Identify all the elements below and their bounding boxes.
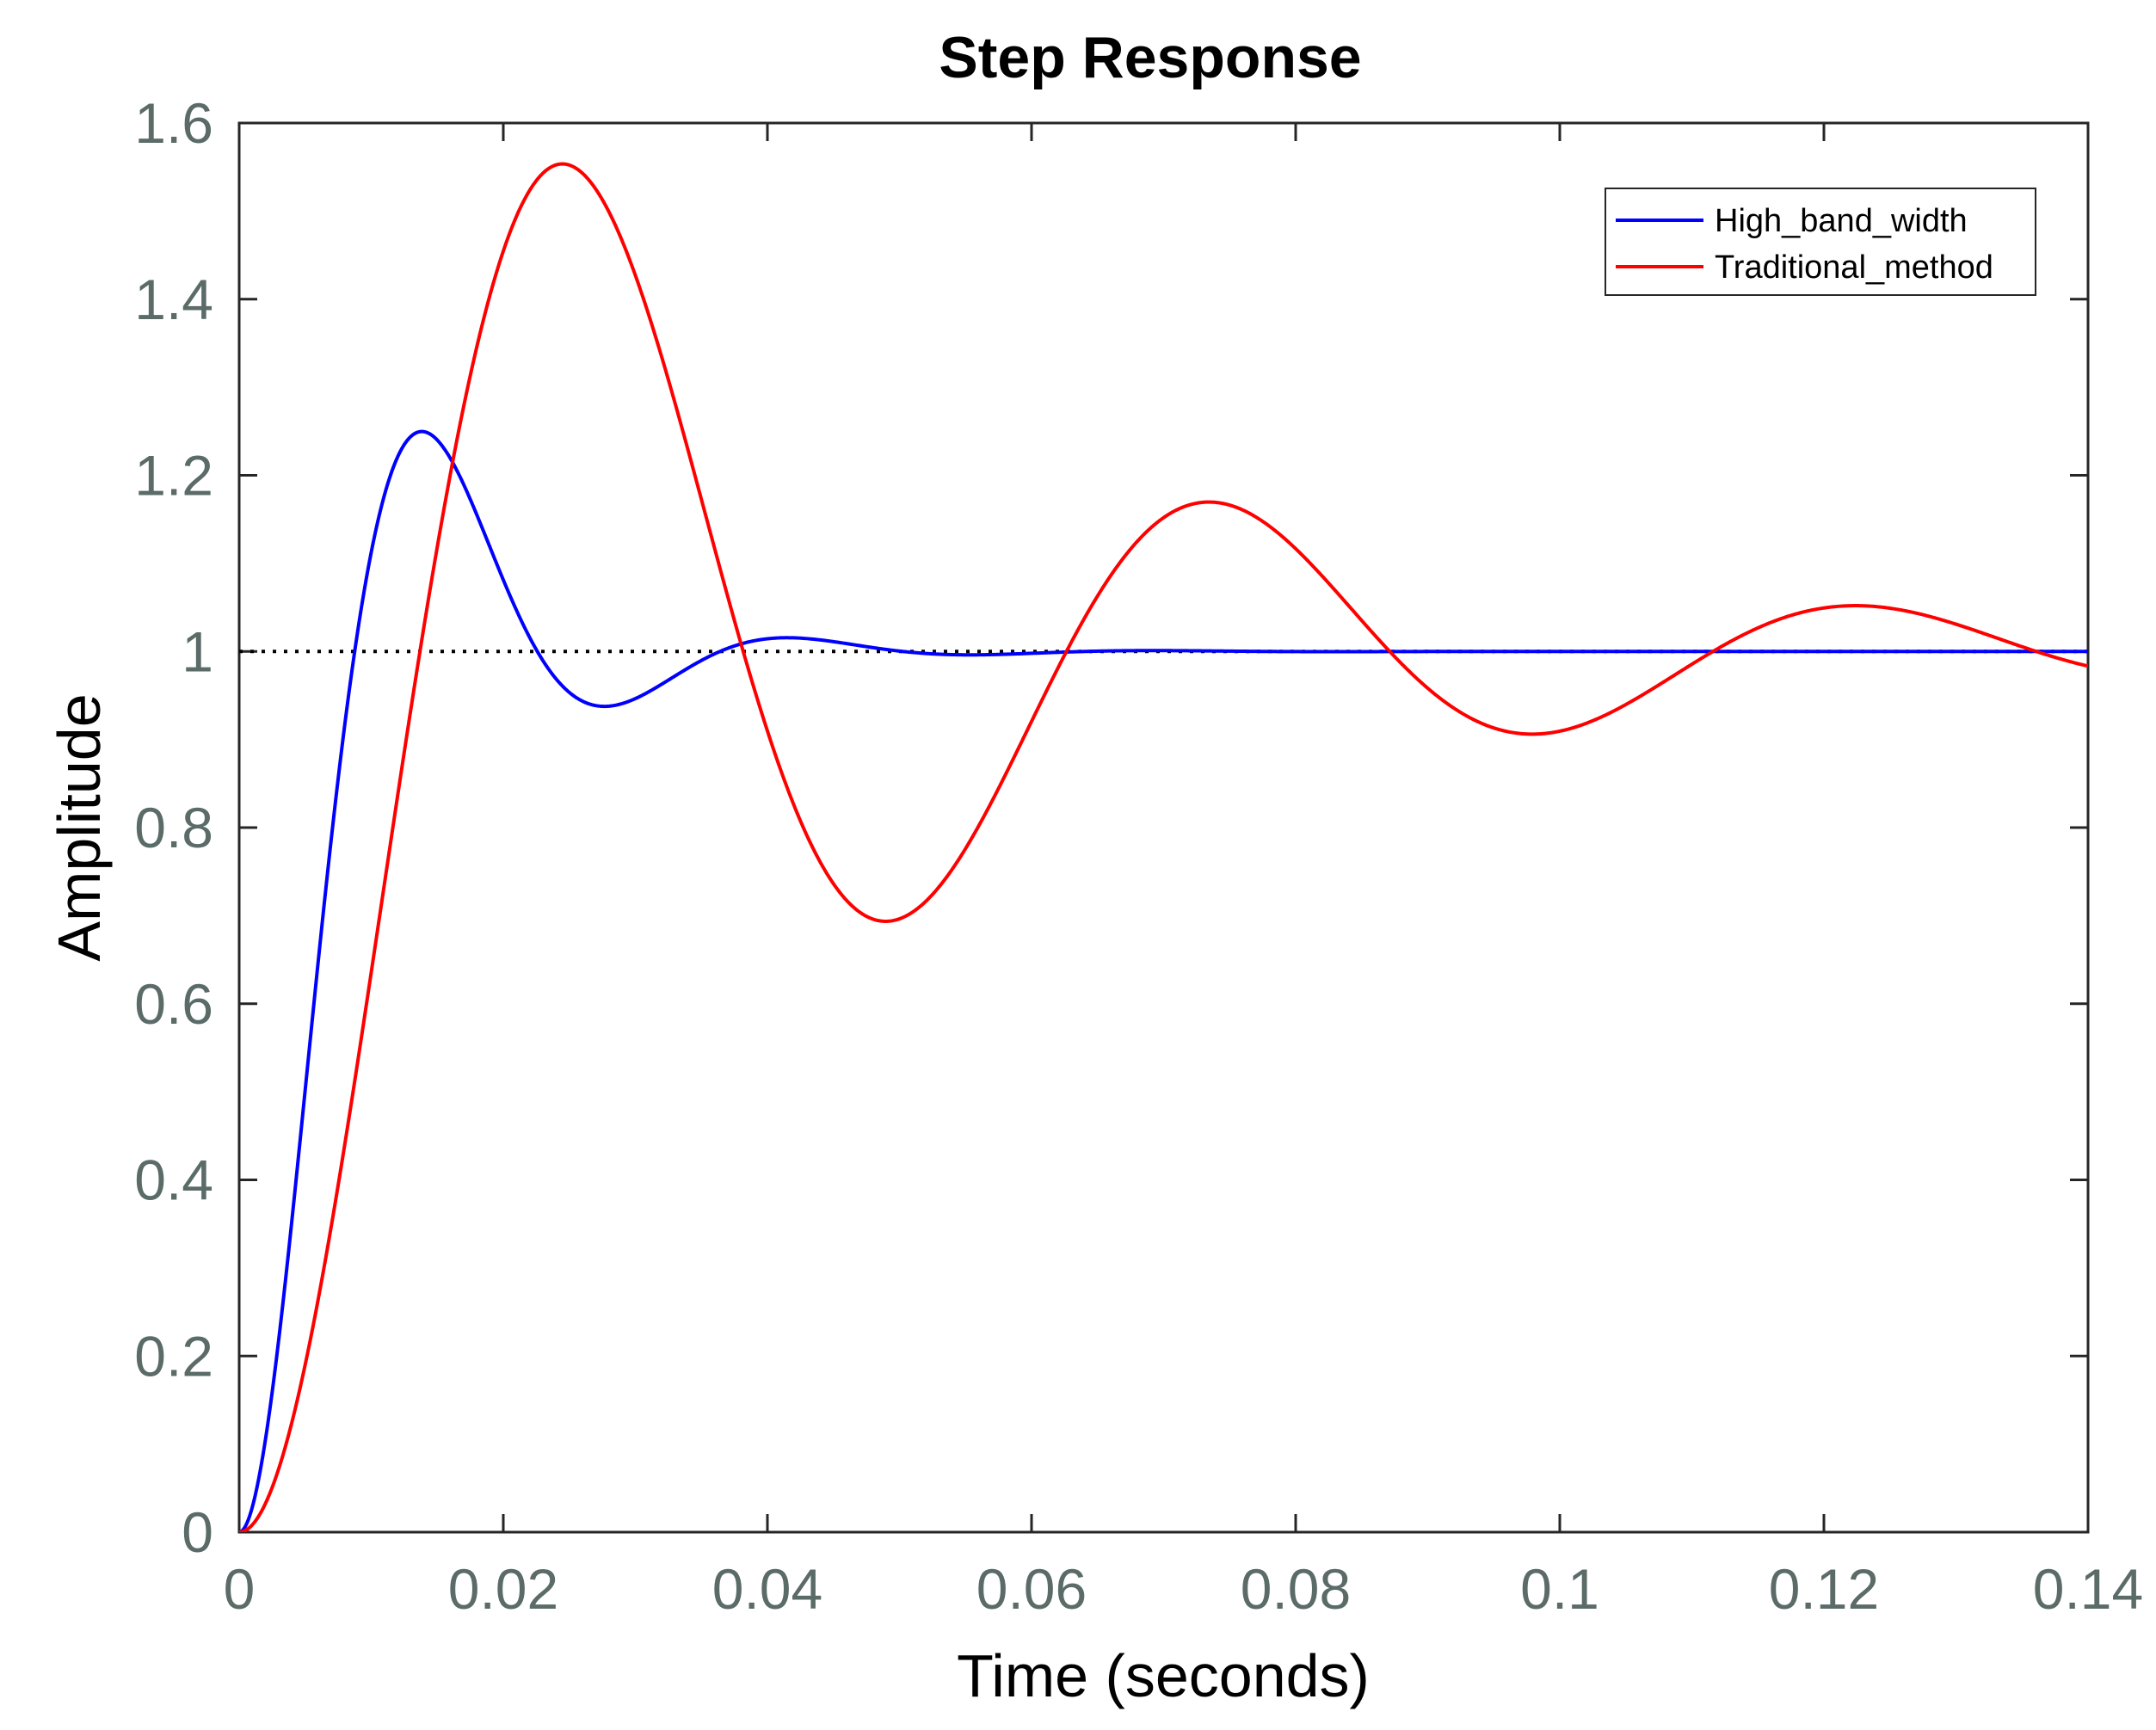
x-tick-label: 0.14 [2033, 1557, 2143, 1621]
x-tick-label: 0.08 [1241, 1557, 1351, 1621]
y-tick-label: 1.6 [134, 91, 213, 155]
y-tick-label: 0.2 [134, 1324, 213, 1388]
x-axis-label: Time (seconds) [957, 1642, 1370, 1709]
series-layer [239, 162, 2088, 1532]
y-tick-label: 0.8 [134, 796, 213, 859]
y-tick-label: 1.4 [134, 268, 213, 331]
x-axis-ticks [237, 123, 2090, 1532]
plot-area [237, 121, 2090, 1534]
y-tick-label: 0.4 [134, 1148, 213, 1212]
y-tick-label: 1.2 [134, 444, 213, 508]
x-tick-label: 0.1 [1520, 1557, 1599, 1621]
x-tick-label: 0.12 [1769, 1557, 1879, 1621]
y-axis-label: Amplitude [46, 693, 113, 961]
legend: High_band_width Traditional_method [1605, 188, 2036, 296]
series-line-traditional-method [239, 162, 2088, 1532]
x-axis-tick-labels: 0 0.02 0.04 0.06 0.08 0.1 0.12 0.14 [224, 1557, 2144, 1621]
y-tick-label: 1 [182, 619, 213, 683]
series-line-high-band-width [239, 429, 2088, 1532]
y-tick-label: 0 [182, 1500, 213, 1564]
y-tick-label: 0.6 [134, 972, 213, 1036]
y-axis-tick-labels: 0 0.2 0.4 0.6 0.8 1 1.2 1.4 1.6 [134, 91, 213, 1564]
x-tick-label: 0.02 [448, 1557, 558, 1621]
x-tick-label: 0.06 [976, 1557, 1087, 1621]
legend-box [1605, 188, 2036, 296]
x-tick-label: 0 [224, 1557, 256, 1621]
chart-title: Step Response [939, 25, 1361, 90]
x-tick-label: 0.04 [712, 1557, 822, 1621]
axes-frame [237, 121, 2090, 1534]
legend-label-traditional-method: Traditional_method [1715, 249, 1993, 286]
legend-label-high-band-width: High_band_width [1715, 203, 1968, 239]
